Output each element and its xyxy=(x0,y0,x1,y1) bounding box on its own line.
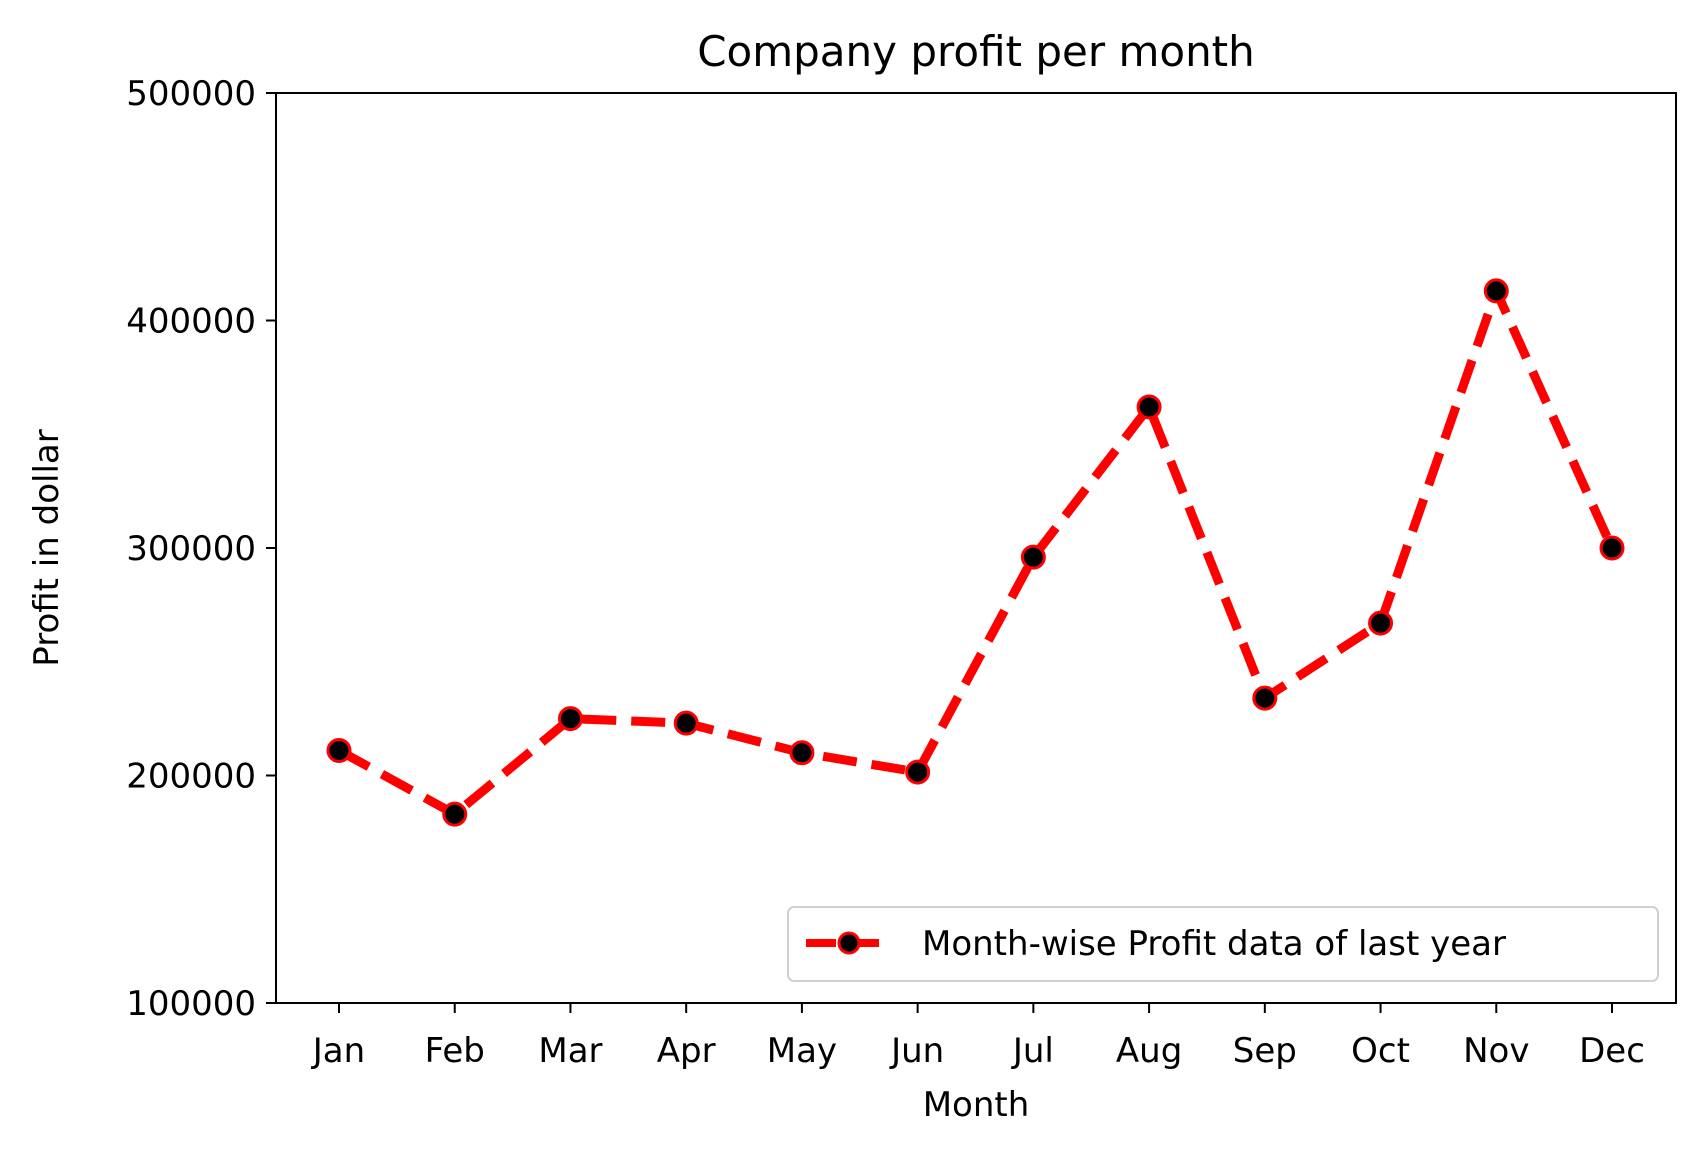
x-tick-label: Sep xyxy=(1233,1031,1297,1071)
data-point xyxy=(557,706,583,732)
x-tick-label: Dec xyxy=(1579,1031,1645,1071)
y-tick-label: 200000 xyxy=(126,757,256,797)
x-tick-label: Nov xyxy=(1463,1031,1529,1071)
x-axis-label: Month xyxy=(923,1085,1030,1125)
x-tick-label: Jun xyxy=(889,1031,944,1071)
series-line xyxy=(336,286,1617,819)
data-point xyxy=(1020,544,1046,570)
x-tick-label: Feb xyxy=(425,1031,485,1071)
x-tick-label: Jul xyxy=(1011,1031,1054,1071)
y-axis-label: Profit in dollar xyxy=(27,429,67,666)
data-point xyxy=(1136,394,1162,420)
data-point xyxy=(789,740,815,766)
data-point xyxy=(905,759,931,785)
data-point xyxy=(1483,278,1509,304)
x-tick-label: Apr xyxy=(657,1031,716,1071)
x-tick-label: Mar xyxy=(538,1031,602,1071)
data-point xyxy=(326,737,352,763)
legend-box xyxy=(787,906,1659,982)
legend-marker xyxy=(837,931,861,955)
data-point xyxy=(673,710,699,736)
x-tick-label: May xyxy=(767,1031,837,1071)
data-point xyxy=(1368,610,1394,636)
chart-title: Company profit per month xyxy=(697,27,1255,76)
data-point xyxy=(1252,685,1278,711)
x-tick-label: Jan xyxy=(311,1031,365,1071)
data-point xyxy=(442,801,468,827)
series-layer xyxy=(336,286,1617,819)
legend: Month-wise Profit data of last year xyxy=(787,906,1659,982)
plot-frame xyxy=(275,92,1677,1004)
x-axis-ticks: Jan Feb Mar Apr May Jun Jul Aug Sep Oct Nov Dec xyxy=(311,1003,1645,1071)
points-layer xyxy=(326,278,1625,827)
x-tick-label: Aug xyxy=(1116,1031,1182,1071)
y-tick-label: 100000 xyxy=(126,984,256,1024)
data-point xyxy=(1599,535,1625,561)
y-tick-label: 400000 xyxy=(126,302,256,342)
y-tick-label: 500000 xyxy=(126,74,256,114)
y-tick-label: 300000 xyxy=(126,529,256,569)
legend-label: Month-wise Profit data of last year xyxy=(922,924,1506,964)
y-axis-ticks: 100000 200000 300000 400000 500000 xyxy=(126,74,276,1024)
x-tick-label: Oct xyxy=(1351,1031,1410,1071)
